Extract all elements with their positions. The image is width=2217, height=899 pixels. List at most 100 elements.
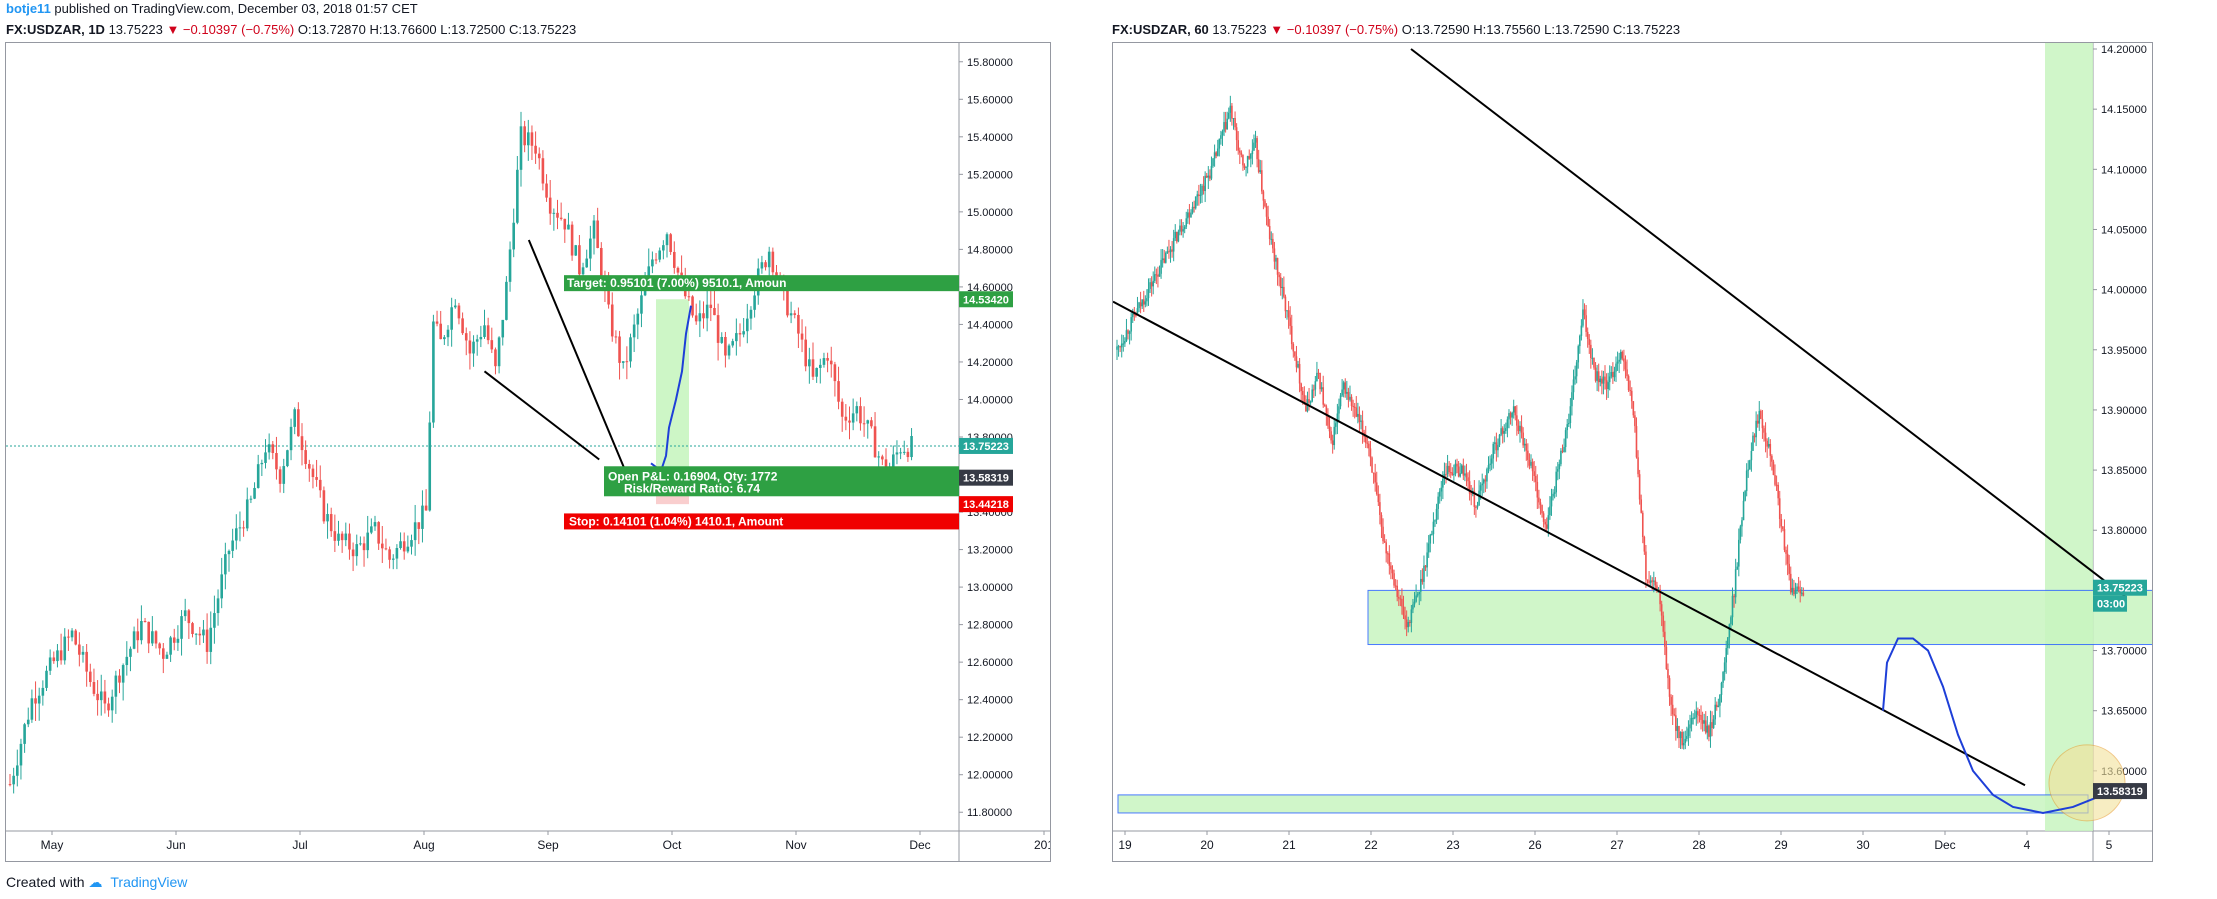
candle-up xyxy=(1218,138,1221,149)
right-chart-panel[interactable]: 13.6000013.6500013.7000013.7500013.80000… xyxy=(1112,42,2211,862)
candle-down xyxy=(1366,442,1369,444)
right-high: H:13.75560 xyxy=(1473,22,1541,37)
candle-up xyxy=(1676,726,1679,731)
candle-down xyxy=(1234,118,1236,128)
candle-up xyxy=(1346,391,1348,394)
candle-up xyxy=(264,452,267,463)
candle-up xyxy=(1160,260,1162,274)
candle-up xyxy=(1144,301,1147,305)
candle-down xyxy=(1399,598,1402,600)
candle-up xyxy=(1553,492,1556,494)
candle-up xyxy=(48,657,52,671)
candle-up xyxy=(698,313,702,322)
candle-down xyxy=(1627,376,1630,391)
candle-up xyxy=(1281,286,1284,289)
candle-up xyxy=(1149,282,1151,289)
candle-up xyxy=(1223,122,1225,132)
candle-down xyxy=(1594,367,1597,381)
candle-up xyxy=(640,295,643,314)
candle-down xyxy=(1261,170,1263,192)
candle-down xyxy=(1544,521,1546,525)
candle-down xyxy=(775,272,778,277)
x-tick-label: 26 xyxy=(1528,838,1542,852)
countdown-tag-box xyxy=(2093,595,2127,612)
candle-down xyxy=(172,637,176,643)
candle-down xyxy=(322,490,326,522)
projection-curve xyxy=(1882,637,2104,814)
candle-down xyxy=(848,420,851,423)
candle-up xyxy=(428,422,432,511)
candle-up xyxy=(808,359,811,367)
daily-candlestick-chart[interactable]: 11.80000 12.00000 12.20000 12.40000 12.60000… xyxy=(6,43,1054,861)
candle-down xyxy=(1645,551,1647,580)
y-tick-label: 12.00000 xyxy=(967,770,1013,782)
candle-down xyxy=(694,315,698,322)
left-chart-panel[interactable]: 11.80000 12.00000 12.20000 12.40000 12.60000… xyxy=(5,42,1054,862)
candle-down xyxy=(486,325,490,341)
current-price-tag-box xyxy=(2093,579,2147,596)
candle-up xyxy=(1547,515,1550,529)
candle-down xyxy=(1238,150,1241,153)
candle-up xyxy=(1730,617,1732,625)
y-tick-label: 13.85000 xyxy=(2101,465,2147,477)
author-link[interactable]: botje11 xyxy=(6,1,51,16)
right-symbol[interactable]: FX:USDZAR, 60 xyxy=(1112,22,1209,37)
left-symbol[interactable]: FX:USDZAR, 1D xyxy=(6,22,105,37)
candle-down xyxy=(1303,394,1306,404)
candle-down xyxy=(1585,315,1587,332)
candle-up xyxy=(1741,520,1743,527)
countdown-tag: 03:00 xyxy=(2097,599,2125,611)
candle-down xyxy=(1457,466,1460,477)
candle-up xyxy=(1549,506,1551,516)
candle-up xyxy=(819,364,822,368)
target-label-box xyxy=(564,275,959,292)
candle-down xyxy=(1536,481,1539,498)
tradingview-brand-link[interactable]: TradingView xyxy=(110,874,188,890)
candle-down xyxy=(89,671,92,683)
hourly-candlestick-chart[interactable]: 13.6000013.6500013.7000013.7500013.80000… xyxy=(1112,43,2211,861)
candle-down xyxy=(1760,410,1762,419)
candle-up xyxy=(337,533,340,541)
candle-down xyxy=(1766,440,1768,447)
candle-down xyxy=(1449,472,1452,474)
candle-up xyxy=(194,633,198,635)
candle-down xyxy=(563,218,567,230)
candle-up xyxy=(1210,165,1213,179)
y-tick-label: 11.80000 xyxy=(967,807,1012,819)
x-tick-label: 30 xyxy=(1856,838,1870,852)
candle-up xyxy=(753,295,756,310)
candle-up xyxy=(1686,736,1688,739)
candle-down xyxy=(1664,631,1666,647)
tradingview-logo-icon[interactable]: ☁ xyxy=(88,874,103,890)
candle-down xyxy=(1193,206,1195,209)
candle-down xyxy=(1371,457,1373,473)
candle-up xyxy=(129,648,132,657)
candle-down xyxy=(1267,216,1269,227)
candle-down xyxy=(402,541,406,552)
candle-down xyxy=(1262,191,1265,201)
candle-up xyxy=(1479,485,1482,491)
candle-down xyxy=(709,304,713,308)
x-tick-label: 19 xyxy=(1118,838,1132,852)
candle-down xyxy=(92,682,96,694)
candle-up xyxy=(720,336,724,343)
candle-down xyxy=(1711,722,1713,728)
candle-up xyxy=(1434,520,1436,522)
candle-down xyxy=(1514,406,1517,416)
candle-up xyxy=(140,621,143,641)
candle-down xyxy=(1788,563,1790,574)
candle-down xyxy=(1279,277,1282,289)
candle-up xyxy=(1703,720,1705,724)
candle-down xyxy=(1799,589,1801,594)
candle-up xyxy=(877,456,880,458)
candle-down xyxy=(607,288,610,305)
candle-up xyxy=(1251,150,1254,155)
candle-down xyxy=(300,436,304,451)
candle-up xyxy=(1124,341,1126,344)
candle-up xyxy=(1530,461,1532,466)
candle-down xyxy=(1405,619,1408,628)
candle-down xyxy=(1638,474,1641,500)
candle-down xyxy=(1772,461,1775,475)
candle-down xyxy=(1701,719,1704,724)
y-tick-label: 14.60000 xyxy=(967,282,1013,294)
